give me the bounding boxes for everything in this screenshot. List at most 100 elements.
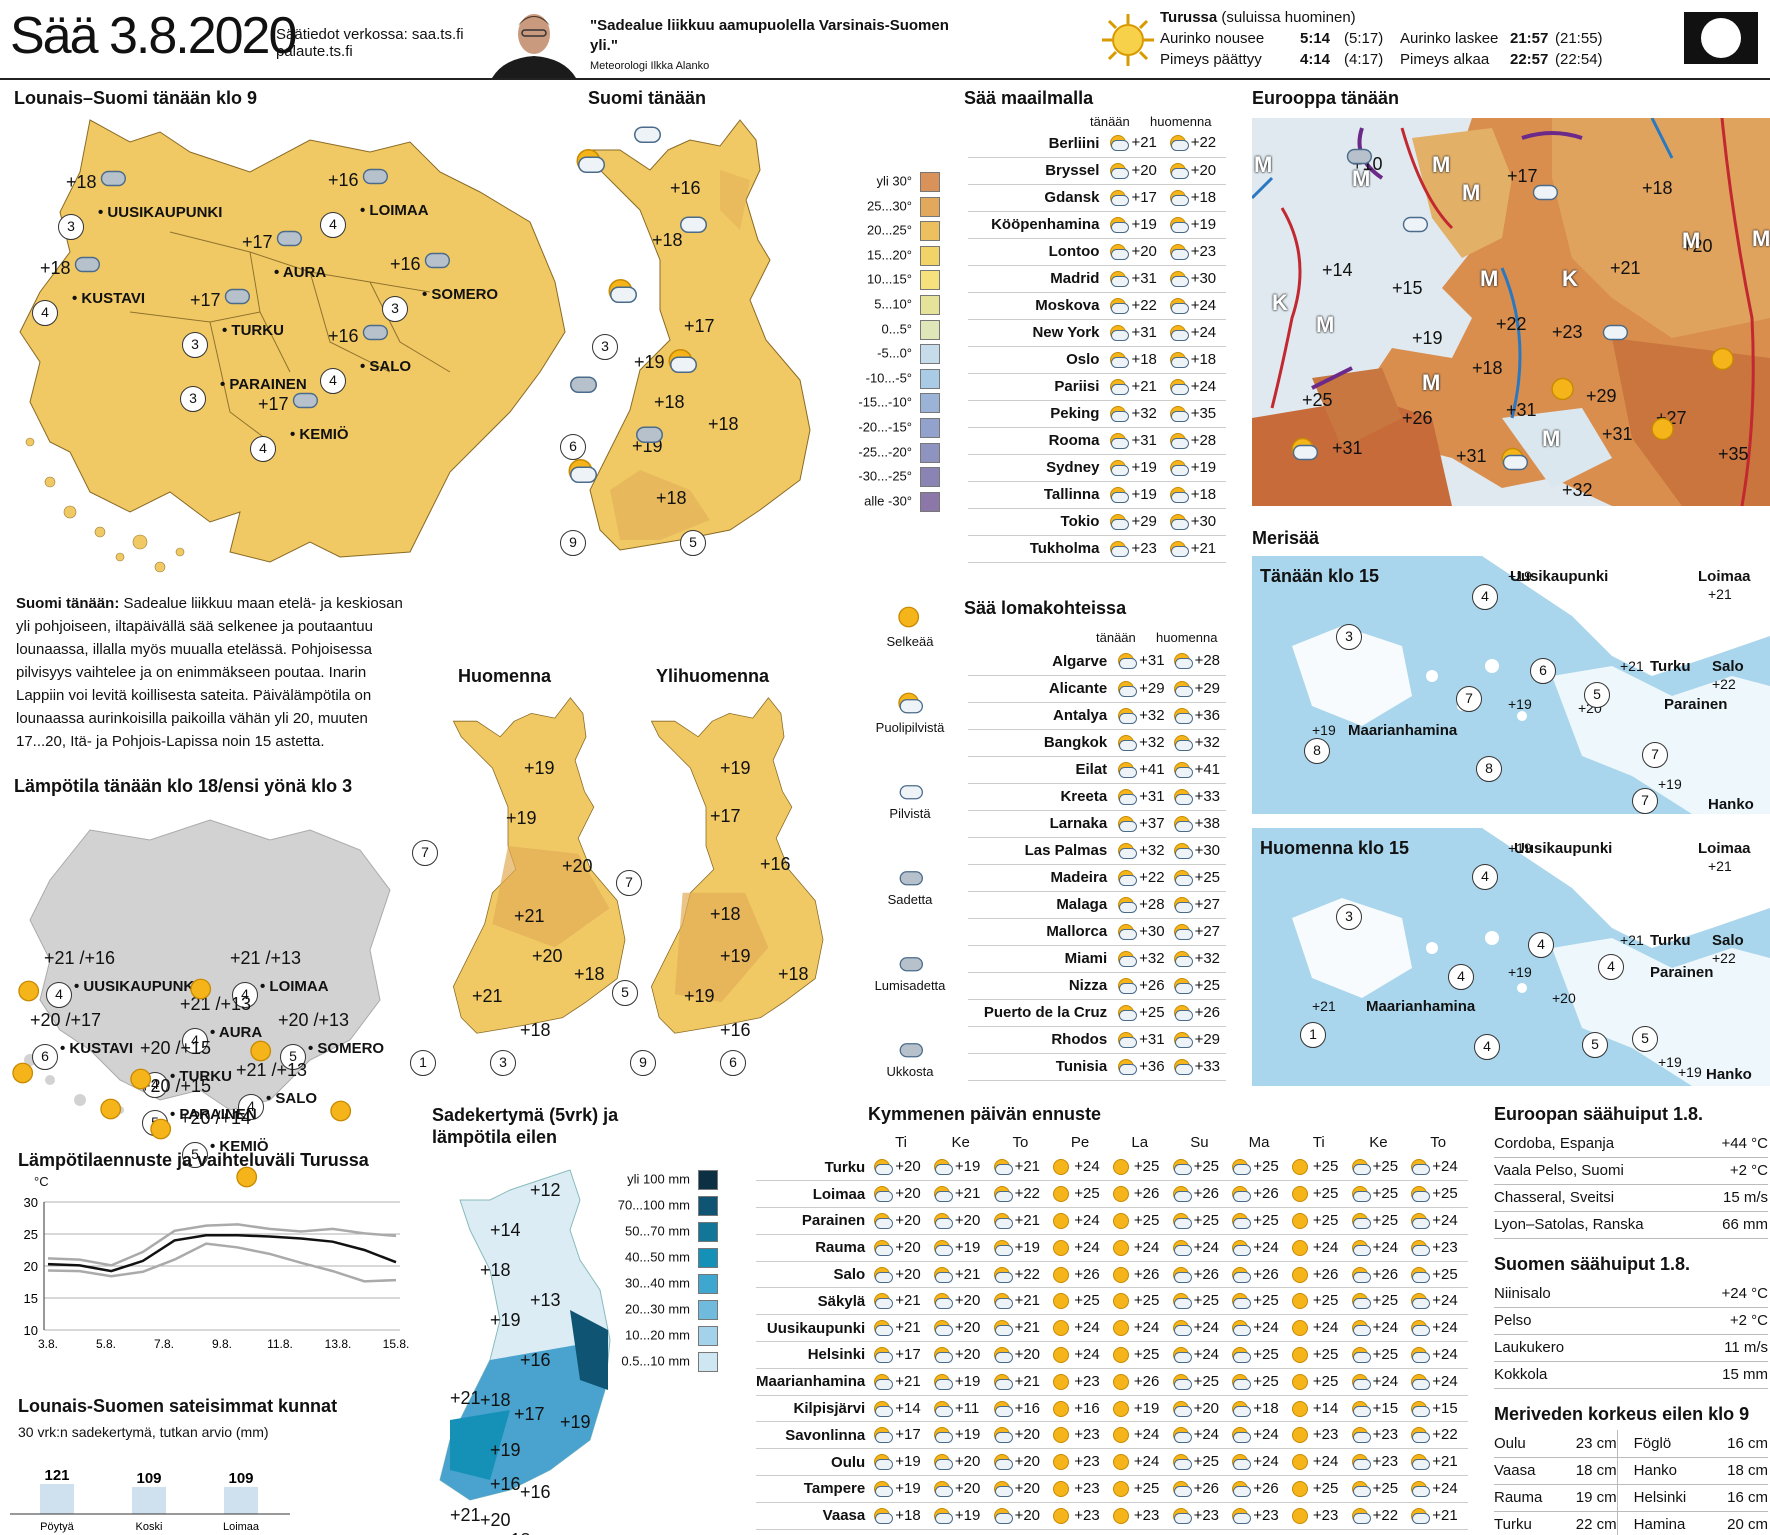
- temp-value: +15: [1372, 1399, 1399, 1417]
- temperature-value: +20: [480, 1510, 511, 1530]
- forecast-cell: +23: [1229, 1502, 1289, 1530]
- place-label: Salo: [1712, 932, 1744, 949]
- forecast-cell: +21: [871, 1287, 931, 1316]
- pressure-center-label: M: [1422, 370, 1441, 395]
- temperature-value: +17: [1507, 166, 1538, 186]
- legend-row: -15...-10°: [840, 393, 940, 418]
- online-link[interactable]: saa.ts.fi: [411, 26, 464, 43]
- sun-time-value: (4:17): [1344, 51, 1384, 68]
- city-name: Madeira: [968, 864, 1116, 892]
- partly-icon: [1107, 268, 1131, 290]
- forecast-cell: +24: [1288, 1234, 1349, 1262]
- lower-series-line: [47, 1242, 397, 1283]
- temp-value: +18: [1190, 188, 1217, 206]
- today-cell: +29: [1115, 675, 1171, 703]
- temp-value: +20: [954, 1453, 981, 1471]
- sun-icon: [8, 1059, 39, 1088]
- place-label: Parainen: [1664, 696, 1728, 713]
- forecast-cell: +22: [990, 1180, 1051, 1209]
- rain-icon: [271, 220, 305, 251]
- cell: 19 cm: [1560, 1484, 1618, 1512]
- sun-icon: [1110, 1264, 1134, 1286]
- partly-icon: [1115, 867, 1139, 889]
- today-cell: +36: [1115, 1053, 1171, 1081]
- partly-icon: [1229, 1156, 1253, 1178]
- section-title-lounais: Lounais–Suomi tänään klo 9: [14, 88, 258, 108]
- temp-value: +37: [1139, 814, 1165, 832]
- partly-icon: [1171, 975, 1195, 997]
- partly-icon: [1408, 1183, 1432, 1205]
- partly-icon: [1167, 160, 1191, 182]
- temp-value: +26: [1133, 1265, 1160, 1283]
- temp-value: +35: [1190, 404, 1217, 422]
- partly-icon: [1229, 1237, 1253, 1259]
- cell: Lyon–Satolas, Ranska: [1494, 1211, 1704, 1239]
- feedback-link[interactable]: palaute.ts.fi: [276, 43, 353, 60]
- tomorrow-cell: +38: [1170, 810, 1226, 838]
- temp-value: +25: [1312, 1185, 1339, 1203]
- bar-value-label: 109: [228, 1470, 253, 1487]
- city-name: Salo: [756, 1261, 872, 1289]
- legend-row: -30...-25°: [840, 467, 940, 492]
- city-name: Eilat: [968, 756, 1116, 784]
- partly-icon: [1167, 403, 1191, 425]
- temp-value: +28: [1139, 895, 1165, 913]
- precipitation-legend: yli 100 mm 70...100 mm 50...70 mm 40...50 m…: [598, 1170, 718, 1378]
- temperature-value: +18: [520, 1020, 551, 1040]
- forecast-cell: +21: [990, 1287, 1051, 1316]
- cell: Oulu: [1494, 1430, 1561, 1458]
- wind-arrow-icon: 5: [182, 1142, 208, 1168]
- forecast-cell: +26: [1169, 1180, 1230, 1209]
- undefined-icon: [1340, 704, 1369, 730]
- partly-icon: [991, 1398, 1015, 1420]
- forecast-cell: +22: [1348, 1502, 1409, 1530]
- today-cell: +19: [1107, 211, 1167, 239]
- temperature-value: +31: [1456, 446, 1487, 466]
- forecast-cell: +19: [871, 1475, 931, 1503]
- sun-icon: [1050, 1237, 1074, 1259]
- partly-icon: [1171, 1002, 1195, 1024]
- sun-row: Aurinko nousee 5:14 (5:17) Aurinko laskee 21…: [1160, 28, 1620, 49]
- table-row: Turku +20 +19 +21 +24 +25 +25 +25 +25 +25 +24: [756, 1154, 1468, 1182]
- tomorrow-cell: +35: [1166, 400, 1226, 428]
- tomorrow-cell: +19: [1166, 454, 1226, 482]
- partly-icon: [991, 1451, 1015, 1473]
- world-weather-table: Berliini +21 +22 Bryssel +20 +20 Gdansk +17 +18 K…: [968, 130, 1226, 563]
- temp-value: +24: [1312, 1319, 1339, 1337]
- forecast-cell: +21: [930, 1180, 991, 1209]
- temperature-value: +14: [1322, 260, 1353, 280]
- table-row: Maarianhamina +21 +19 +21 +23 +26 +25 +25 +25 +24…: [756, 1368, 1468, 1396]
- temperature-value: +18: [480, 1260, 511, 1280]
- temp-value: +24: [1432, 1158, 1458, 1176]
- table-row: Tunisia +36 +33: [968, 1053, 1226, 1081]
- sun-icon: [1547, 374, 1581, 405]
- temp-value: +24: [1190, 323, 1217, 341]
- icon-legend-item: Selkeää: [860, 600, 960, 686]
- temperature-value: +19: [560, 1412, 591, 1432]
- city-name: Lontoo: [968, 238, 1108, 266]
- partly-icon: [1408, 1424, 1432, 1446]
- legend-swatch: [920, 442, 940, 463]
- partly-icon: [931, 1210, 955, 1232]
- temp-value: +25: [1194, 976, 1221, 994]
- header-rule: [0, 78, 1770, 80]
- meteorologist-caption: Meteorologi Ilkka Alanko: [590, 60, 710, 72]
- forecast-cell: +18: [1229, 1395, 1289, 1423]
- temperature-value: +19: [634, 352, 665, 372]
- partly-icon: [1171, 840, 1195, 862]
- partly-icon: [1115, 786, 1139, 808]
- place-label: • KUSTAVI: [60, 1040, 134, 1057]
- temperature-value: +21: [1708, 586, 1732, 602]
- city-name: Rooma: [968, 427, 1108, 455]
- tomorrow-cell: +20: [1166, 157, 1226, 185]
- sun-icon: [1110, 1183, 1134, 1205]
- loma-head-tomorrow: huomenna: [1156, 630, 1218, 645]
- precip-legend-row: 40...50 mm: [598, 1248, 718, 1274]
- partly-icon: [1408, 1156, 1432, 1178]
- temp-value: +18: [1190, 485, 1217, 503]
- y-tick-label: 30: [24, 1195, 38, 1210]
- temp-value: +21: [1131, 134, 1157, 152]
- wind-arrow-icon: 7: [1642, 742, 1668, 768]
- temp-value: +24: [1190, 296, 1217, 314]
- temp-value: +25: [1372, 1345, 1399, 1363]
